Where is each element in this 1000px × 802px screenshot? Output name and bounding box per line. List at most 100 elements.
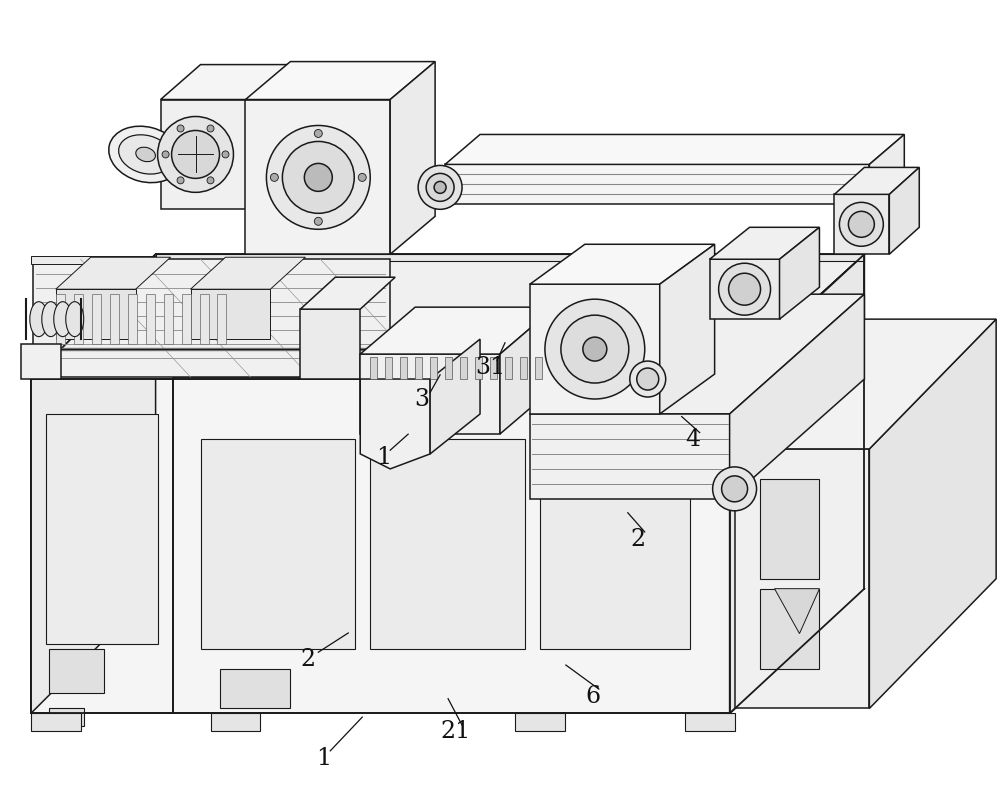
Polygon shape [834, 168, 919, 195]
Polygon shape [56, 295, 65, 345]
Circle shape [282, 142, 354, 214]
Circle shape [839, 203, 883, 247]
Polygon shape [173, 255, 864, 378]
Polygon shape [430, 340, 480, 455]
Circle shape [222, 152, 229, 159]
Polygon shape [31, 255, 300, 379]
Polygon shape [834, 195, 889, 255]
Text: 1: 1 [376, 446, 391, 468]
Polygon shape [360, 379, 430, 469]
Polygon shape [445, 165, 869, 205]
Polygon shape [211, 714, 260, 731]
Text: 2: 2 [630, 527, 645, 550]
Circle shape [177, 126, 184, 133]
Bar [540, 439, 690, 649]
Circle shape [561, 316, 629, 383]
Polygon shape [735, 320, 996, 449]
Circle shape [358, 174, 366, 182]
Bar [49, 649, 104, 694]
Circle shape [729, 273, 761, 306]
Polygon shape [360, 308, 555, 354]
Circle shape [722, 476, 748, 502]
Bar [220, 669, 290, 709]
Polygon shape [21, 345, 61, 379]
Polygon shape [889, 168, 919, 255]
Circle shape [719, 264, 771, 316]
Polygon shape [390, 63, 435, 255]
Circle shape [304, 164, 332, 192]
Polygon shape [515, 714, 565, 731]
Polygon shape [710, 228, 819, 260]
Circle shape [266, 127, 370, 230]
Polygon shape [161, 66, 288, 100]
Bar [370, 439, 525, 649]
Polygon shape [869, 320, 996, 709]
Polygon shape [730, 295, 864, 499]
Polygon shape [385, 358, 392, 379]
Polygon shape [730, 255, 864, 714]
Text: 1: 1 [316, 746, 331, 769]
Polygon shape [735, 449, 869, 709]
Polygon shape [300, 310, 360, 379]
Ellipse shape [30, 302, 48, 337]
Circle shape [177, 178, 184, 184]
Ellipse shape [54, 302, 72, 337]
Polygon shape [535, 358, 542, 379]
Polygon shape [33, 260, 390, 378]
Polygon shape [182, 295, 191, 345]
Text: 21: 21 [440, 719, 470, 743]
Polygon shape [300, 277, 395, 310]
Polygon shape [530, 245, 715, 285]
Text: 6: 6 [585, 684, 600, 707]
Text: 3: 3 [415, 388, 430, 411]
Ellipse shape [42, 302, 60, 337]
Polygon shape [245, 63, 435, 100]
Text: 2: 2 [301, 647, 316, 670]
Polygon shape [191, 258, 305, 290]
Polygon shape [475, 358, 482, 379]
Bar [201, 439, 355, 649]
Circle shape [172, 132, 219, 179]
Polygon shape [500, 308, 555, 435]
Circle shape [545, 300, 645, 399]
Circle shape [207, 178, 214, 184]
Polygon shape [110, 295, 119, 345]
Polygon shape [400, 358, 407, 379]
Ellipse shape [119, 136, 173, 175]
Polygon shape [200, 295, 209, 345]
Polygon shape [490, 358, 497, 379]
Polygon shape [56, 258, 171, 290]
Polygon shape [156, 255, 864, 262]
Polygon shape [415, 358, 422, 379]
Polygon shape [191, 290, 270, 340]
Circle shape [207, 126, 214, 133]
Polygon shape [161, 100, 248, 210]
Circle shape [713, 468, 757, 511]
Polygon shape [505, 358, 512, 379]
Circle shape [583, 338, 607, 362]
Ellipse shape [109, 127, 182, 184]
Polygon shape [56, 290, 136, 340]
Polygon shape [146, 295, 155, 345]
Polygon shape [248, 66, 288, 210]
Circle shape [270, 174, 278, 182]
Circle shape [434, 182, 446, 194]
Polygon shape [31, 257, 156, 265]
Circle shape [426, 174, 454, 202]
Text: 4: 4 [685, 428, 700, 451]
Polygon shape [520, 358, 527, 379]
Circle shape [314, 130, 322, 138]
Ellipse shape [66, 302, 84, 337]
Polygon shape [360, 354, 500, 435]
Polygon shape [217, 295, 226, 345]
Circle shape [637, 369, 659, 391]
Polygon shape [445, 136, 904, 165]
Polygon shape [245, 100, 390, 255]
Circle shape [630, 362, 666, 398]
Polygon shape [660, 245, 715, 415]
Bar [760, 589, 819, 669]
Polygon shape [869, 136, 904, 205]
Polygon shape [92, 295, 101, 345]
Polygon shape [370, 358, 377, 379]
Polygon shape [710, 260, 780, 320]
